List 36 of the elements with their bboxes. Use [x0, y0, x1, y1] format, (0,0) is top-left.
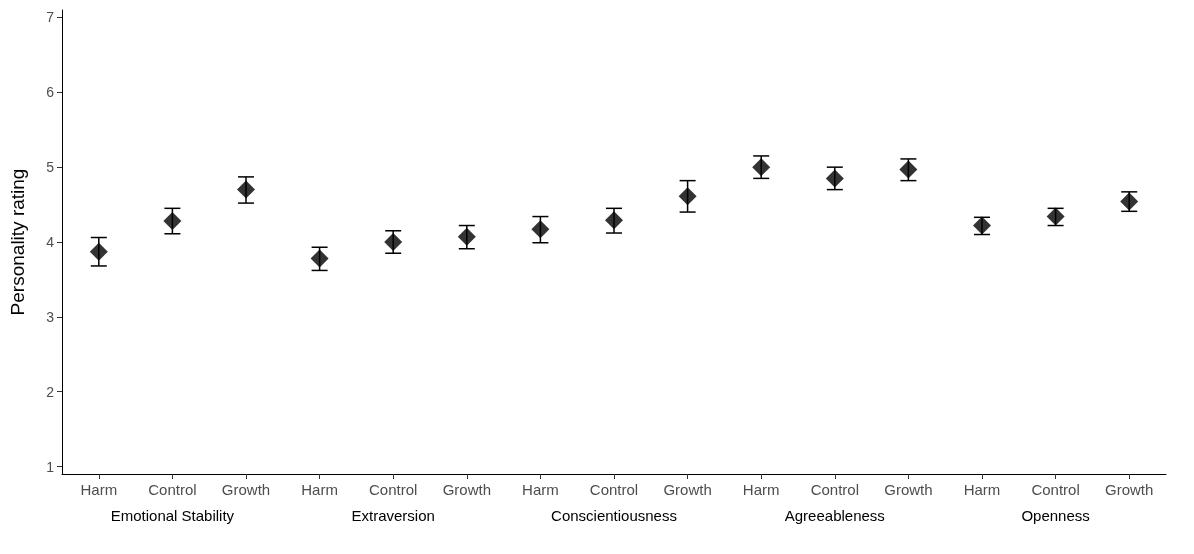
y-tick-label: 4: [46, 234, 55, 250]
y-tick-label: 5: [46, 159, 55, 176]
y-tick-label: 1: [46, 458, 55, 475]
y-axis-title: Personality rating: [7, 168, 28, 316]
point: [605, 211, 623, 230]
text: Conscientiousness: [551, 507, 677, 524]
y-tick-label: 3: [46, 308, 55, 325]
point: [89, 242, 108, 261]
point: [531, 220, 550, 239]
x-tick-label: Control: [1031, 481, 1080, 498]
x-tick-label: Growth: [663, 481, 712, 498]
x-tick-label: Growth: [221, 481, 271, 498]
x-tick-label: Control: [810, 481, 859, 498]
x-tick-label: Control: [369, 481, 418, 498]
x-tick-label: Control: [589, 481, 639, 498]
x-tick-label: Harm: [80, 481, 118, 498]
point: [310, 249, 329, 268]
x-tick-label: Growth: [884, 481, 933, 498]
point: [678, 187, 697, 206]
text: Openness: [1021, 507, 1090, 524]
y-tick-label: 7: [46, 9, 55, 26]
point: [237, 180, 255, 199]
text: Extraversion: [351, 507, 435, 524]
x-tick-label: Harm: [742, 481, 780, 498]
x-tick-label: Harm: [301, 481, 338, 498]
point: [457, 227, 476, 246]
y-tick-label: 6: [46, 84, 55, 101]
text: Emotional Stability: [110, 507, 235, 524]
y-tick-label: 2: [46, 383, 55, 400]
x-tick-label: Harm: [963, 481, 1001, 498]
point: [163, 212, 182, 231]
x-tick-label: Harm: [522, 481, 559, 498]
x-tick-label: Growth: [442, 481, 491, 498]
x-tick-label: Growth: [1105, 481, 1154, 498]
text: Agreeableness: [784, 507, 885, 524]
x-tick-label: Control: [148, 481, 197, 498]
